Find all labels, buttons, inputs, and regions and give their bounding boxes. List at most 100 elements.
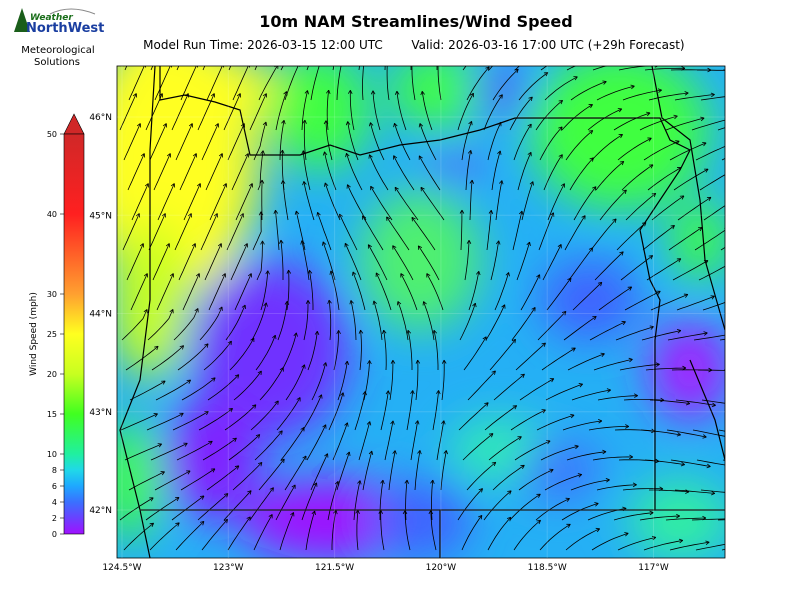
logo-text: Solutions [34, 57, 80, 68]
lon-label: 117°W [638, 563, 669, 573]
arrowhead [754, 516, 758, 520]
colorbar-tick-label: 15 [47, 410, 57, 419]
streamline [730, 196, 762, 220]
arrowhead [319, 33, 323, 37]
arrowhead [164, 33, 168, 37]
wind-field [80, 20, 768, 560]
colorbar-tick-label: 25 [47, 330, 57, 339]
streamline [125, 34, 141, 71]
colorbar-tick-label: 30 [47, 290, 57, 299]
arrowhead [759, 463, 763, 467]
colorbar-tick-label: 40 [47, 210, 57, 219]
colorbar-tick-label: 8 [52, 466, 57, 475]
arrowhead [737, 296, 741, 300]
streamline [723, 69, 763, 70]
arrowhead [730, 169, 734, 172]
arrowhead [750, 227, 754, 231]
colorbar-label: Wind Speed (mph) [29, 292, 39, 376]
colorbar [64, 134, 84, 534]
arrowhead [726, 118, 730, 122]
arrowhead [757, 540, 761, 544]
arrowhead [755, 331, 759, 335]
streamline [385, 30, 389, 70]
arrowhead [760, 367, 764, 371]
arrowhead [731, 541, 735, 545]
streamline [727, 93, 766, 100]
streamline [722, 541, 761, 550]
arrowhead [755, 260, 759, 264]
arrowhead [363, 31, 367, 35]
arrowhead [734, 369, 738, 373]
arrowhead [410, 60, 414, 64]
arrowhead [737, 93, 741, 97]
arrowhead [762, 295, 766, 298]
colorbar-tick-label: 2 [52, 514, 57, 523]
arrowhead [733, 68, 737, 72]
arrowhead [738, 403, 742, 407]
arrowhead [341, 31, 345, 35]
arrowhead [728, 435, 732, 439]
lon-label: 118.5°W [528, 563, 567, 573]
arrowhead [730, 261, 734, 264]
arrowhead [737, 491, 741, 495]
colorbar-extend [64, 114, 84, 134]
streamline [723, 460, 763, 466]
streamline [722, 142, 758, 160]
arrowhead [436, 60, 440, 64]
colorbar-tick-label: 10 [47, 450, 57, 459]
arrowhead [754, 142, 758, 145]
lat-label: 42°N [89, 506, 112, 516]
streamline [726, 168, 760, 190]
arrowhead [601, 55, 605, 59]
arrowhead [216, 33, 220, 37]
lat-label: 43°N [89, 408, 112, 418]
lon-label: 120°W [426, 563, 457, 573]
colorbar-tick-label: 4 [52, 498, 57, 507]
lon-label: 123°W [213, 563, 244, 573]
arrowhead [318, 61, 322, 65]
logo-text: NorthWest [26, 21, 104, 36]
arrowhead [362, 60, 366, 64]
lat-label: 46°N [89, 113, 112, 123]
run-time: Model Run Time: 2026-03-15 12:00 UTC [143, 38, 383, 52]
arrowhead [733, 464, 737, 468]
streamline [727, 490, 767, 492]
arrowhead [764, 402, 768, 406]
arrowhead [190, 33, 194, 37]
streamline [720, 332, 759, 340]
arrowhead [759, 67, 763, 71]
arrowhead [385, 60, 389, 64]
arrowhead [340, 60, 344, 64]
arrowhead [733, 197, 737, 201]
arrowhead [752, 117, 756, 121]
title: 10m NAM Streamlines/Wind Speed [259, 12, 572, 31]
streamline [698, 370, 738, 371]
colorbar-tick-label: 0 [52, 530, 57, 539]
arrowhead [756, 168, 760, 172]
valid-time: Valid: 2026-03-16 17:00 UTC (+29h Foreca… [411, 38, 684, 52]
arrowhead [138, 33, 142, 37]
streamline [728, 400, 768, 404]
arrowhead [730, 332, 734, 336]
lat-label: 45°N [89, 211, 112, 221]
colorbar-tick-label: 20 [47, 370, 57, 379]
lon-label: 124.5°W [102, 563, 141, 573]
streamline [725, 260, 759, 280]
streamline [724, 369, 764, 370]
streamline [721, 227, 754, 250]
arrowhead [728, 143, 732, 147]
colorbar-tick-label: 50 [47, 130, 57, 139]
arrowhead [763, 92, 767, 96]
arrowhead [763, 490, 767, 494]
arrowhead [755, 434, 759, 438]
streamline [729, 295, 766, 310]
arrowhead [628, 59, 632, 63]
lat-label: 44°N [89, 310, 112, 320]
arrowhead [242, 33, 246, 37]
arrowhead [728, 517, 732, 521]
logo-text: Meteorological [21, 45, 94, 56]
arrowhead [758, 196, 762, 200]
lon-label: 121.5°W [315, 563, 354, 573]
colorbar-tick-label: 6 [52, 482, 57, 491]
